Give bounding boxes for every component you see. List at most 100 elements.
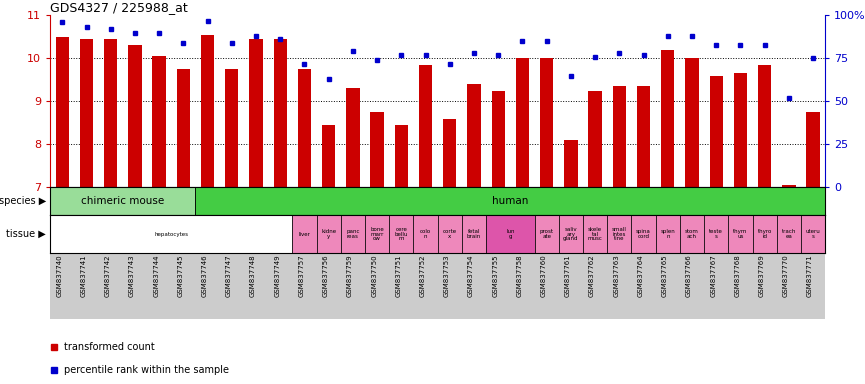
Text: transformed count: transformed count bbox=[64, 342, 155, 352]
Text: thyro
id: thyro id bbox=[758, 229, 772, 239]
Bar bbox=[583, 215, 607, 253]
Text: GSM837746: GSM837746 bbox=[202, 255, 208, 297]
Text: percentile rank within the sample: percentile rank within the sample bbox=[64, 365, 229, 375]
Bar bbox=[467, 84, 481, 187]
Text: GSM837768: GSM837768 bbox=[734, 255, 740, 298]
Bar bbox=[195, 187, 825, 215]
Text: GSM837760: GSM837760 bbox=[541, 255, 547, 298]
Text: GSM837756: GSM837756 bbox=[323, 255, 329, 297]
Bar bbox=[516, 58, 529, 187]
Bar bbox=[486, 215, 535, 253]
Text: GSM837761: GSM837761 bbox=[565, 255, 571, 298]
Text: GSM837765: GSM837765 bbox=[662, 255, 668, 297]
Bar bbox=[341, 215, 365, 253]
Text: GSM837759: GSM837759 bbox=[347, 255, 353, 297]
Text: chimeric mouse: chimeric mouse bbox=[81, 196, 164, 206]
Bar bbox=[806, 112, 820, 187]
Text: cere
bellu
m: cere bellu m bbox=[394, 227, 408, 241]
Text: colo
n: colo n bbox=[420, 229, 432, 239]
Text: skele
tal
musc: skele tal musc bbox=[587, 227, 603, 241]
Text: tissue ▶: tissue ▶ bbox=[6, 229, 46, 239]
Bar bbox=[777, 215, 801, 253]
Text: GSM837762: GSM837762 bbox=[589, 255, 595, 297]
Text: GSM837747: GSM837747 bbox=[226, 255, 232, 297]
Bar bbox=[55, 37, 69, 187]
Text: splen
n: splen n bbox=[660, 229, 676, 239]
Bar bbox=[540, 58, 554, 187]
Text: GSM837763: GSM837763 bbox=[613, 255, 619, 298]
Text: GSM837742: GSM837742 bbox=[105, 255, 111, 297]
Bar bbox=[564, 140, 578, 187]
Bar bbox=[128, 45, 142, 187]
Text: GSM837740: GSM837740 bbox=[56, 255, 62, 297]
Text: GSM837767: GSM837767 bbox=[710, 255, 716, 298]
Text: GDS4327 / 225988_at: GDS4327 / 225988_at bbox=[50, 1, 188, 14]
Text: uteru
s: uteru s bbox=[805, 229, 821, 239]
Bar bbox=[370, 112, 384, 187]
Bar bbox=[631, 215, 656, 253]
Bar bbox=[607, 215, 631, 253]
Text: GSM837771: GSM837771 bbox=[807, 255, 813, 298]
Bar bbox=[709, 76, 723, 187]
Bar bbox=[176, 69, 190, 187]
Bar bbox=[637, 86, 650, 187]
Text: GSM837753: GSM837753 bbox=[444, 255, 450, 297]
Text: kidne
y: kidne y bbox=[321, 229, 336, 239]
Text: GSM837751: GSM837751 bbox=[395, 255, 401, 297]
Text: GSM837755: GSM837755 bbox=[492, 255, 498, 297]
Bar bbox=[656, 215, 680, 253]
Bar bbox=[704, 215, 728, 253]
Text: spina
cord: spina cord bbox=[636, 229, 651, 239]
Text: GSM837752: GSM837752 bbox=[420, 255, 426, 297]
Bar bbox=[322, 125, 336, 187]
Text: hepatocytes: hepatocytes bbox=[154, 232, 189, 237]
Bar bbox=[389, 215, 413, 253]
Text: GSM837758: GSM837758 bbox=[516, 255, 522, 297]
Text: prost
ate: prost ate bbox=[540, 229, 554, 239]
Bar bbox=[685, 58, 699, 187]
Bar bbox=[443, 119, 457, 187]
Bar bbox=[438, 215, 462, 253]
Text: GSM837748: GSM837748 bbox=[250, 255, 256, 297]
Text: teste
s: teste s bbox=[709, 229, 723, 239]
Text: fetal
brain: fetal brain bbox=[467, 229, 481, 239]
Text: GSM837769: GSM837769 bbox=[759, 255, 765, 298]
Bar bbox=[680, 215, 704, 253]
Text: GSM837744: GSM837744 bbox=[153, 255, 159, 297]
Text: species ▶: species ▶ bbox=[0, 196, 46, 206]
Text: GSM837757: GSM837757 bbox=[298, 255, 304, 297]
Bar bbox=[292, 215, 317, 253]
Text: GSM837766: GSM837766 bbox=[686, 255, 692, 298]
Text: bone
marr
ow: bone marr ow bbox=[370, 227, 384, 241]
Text: thym
us: thym us bbox=[734, 229, 747, 239]
Text: stom
ach: stom ach bbox=[685, 229, 699, 239]
Text: panc
reas: panc reas bbox=[346, 229, 360, 239]
Bar bbox=[491, 91, 505, 187]
Bar bbox=[249, 39, 263, 187]
Bar bbox=[758, 65, 772, 187]
Text: saliv
ary
gland: saliv ary gland bbox=[563, 227, 579, 241]
Bar bbox=[559, 215, 583, 253]
Bar bbox=[298, 69, 311, 187]
Bar bbox=[753, 215, 777, 253]
Text: GSM837750: GSM837750 bbox=[371, 255, 377, 297]
Bar bbox=[588, 91, 602, 187]
Bar bbox=[201, 35, 215, 187]
Text: GSM837743: GSM837743 bbox=[129, 255, 135, 297]
Bar bbox=[782, 185, 796, 187]
Bar bbox=[394, 125, 408, 187]
Bar bbox=[612, 86, 626, 187]
Bar bbox=[462, 215, 486, 253]
Text: lun
g: lun g bbox=[506, 229, 515, 239]
Bar bbox=[225, 69, 239, 187]
Bar bbox=[365, 215, 389, 253]
Text: GSM837770: GSM837770 bbox=[783, 255, 789, 298]
Bar bbox=[104, 39, 118, 187]
Text: human: human bbox=[492, 196, 529, 206]
Bar bbox=[50, 215, 292, 253]
Text: liver: liver bbox=[298, 232, 311, 237]
Bar bbox=[734, 73, 747, 187]
Bar bbox=[728, 215, 753, 253]
Bar bbox=[419, 65, 432, 187]
Text: GSM837764: GSM837764 bbox=[638, 255, 644, 297]
